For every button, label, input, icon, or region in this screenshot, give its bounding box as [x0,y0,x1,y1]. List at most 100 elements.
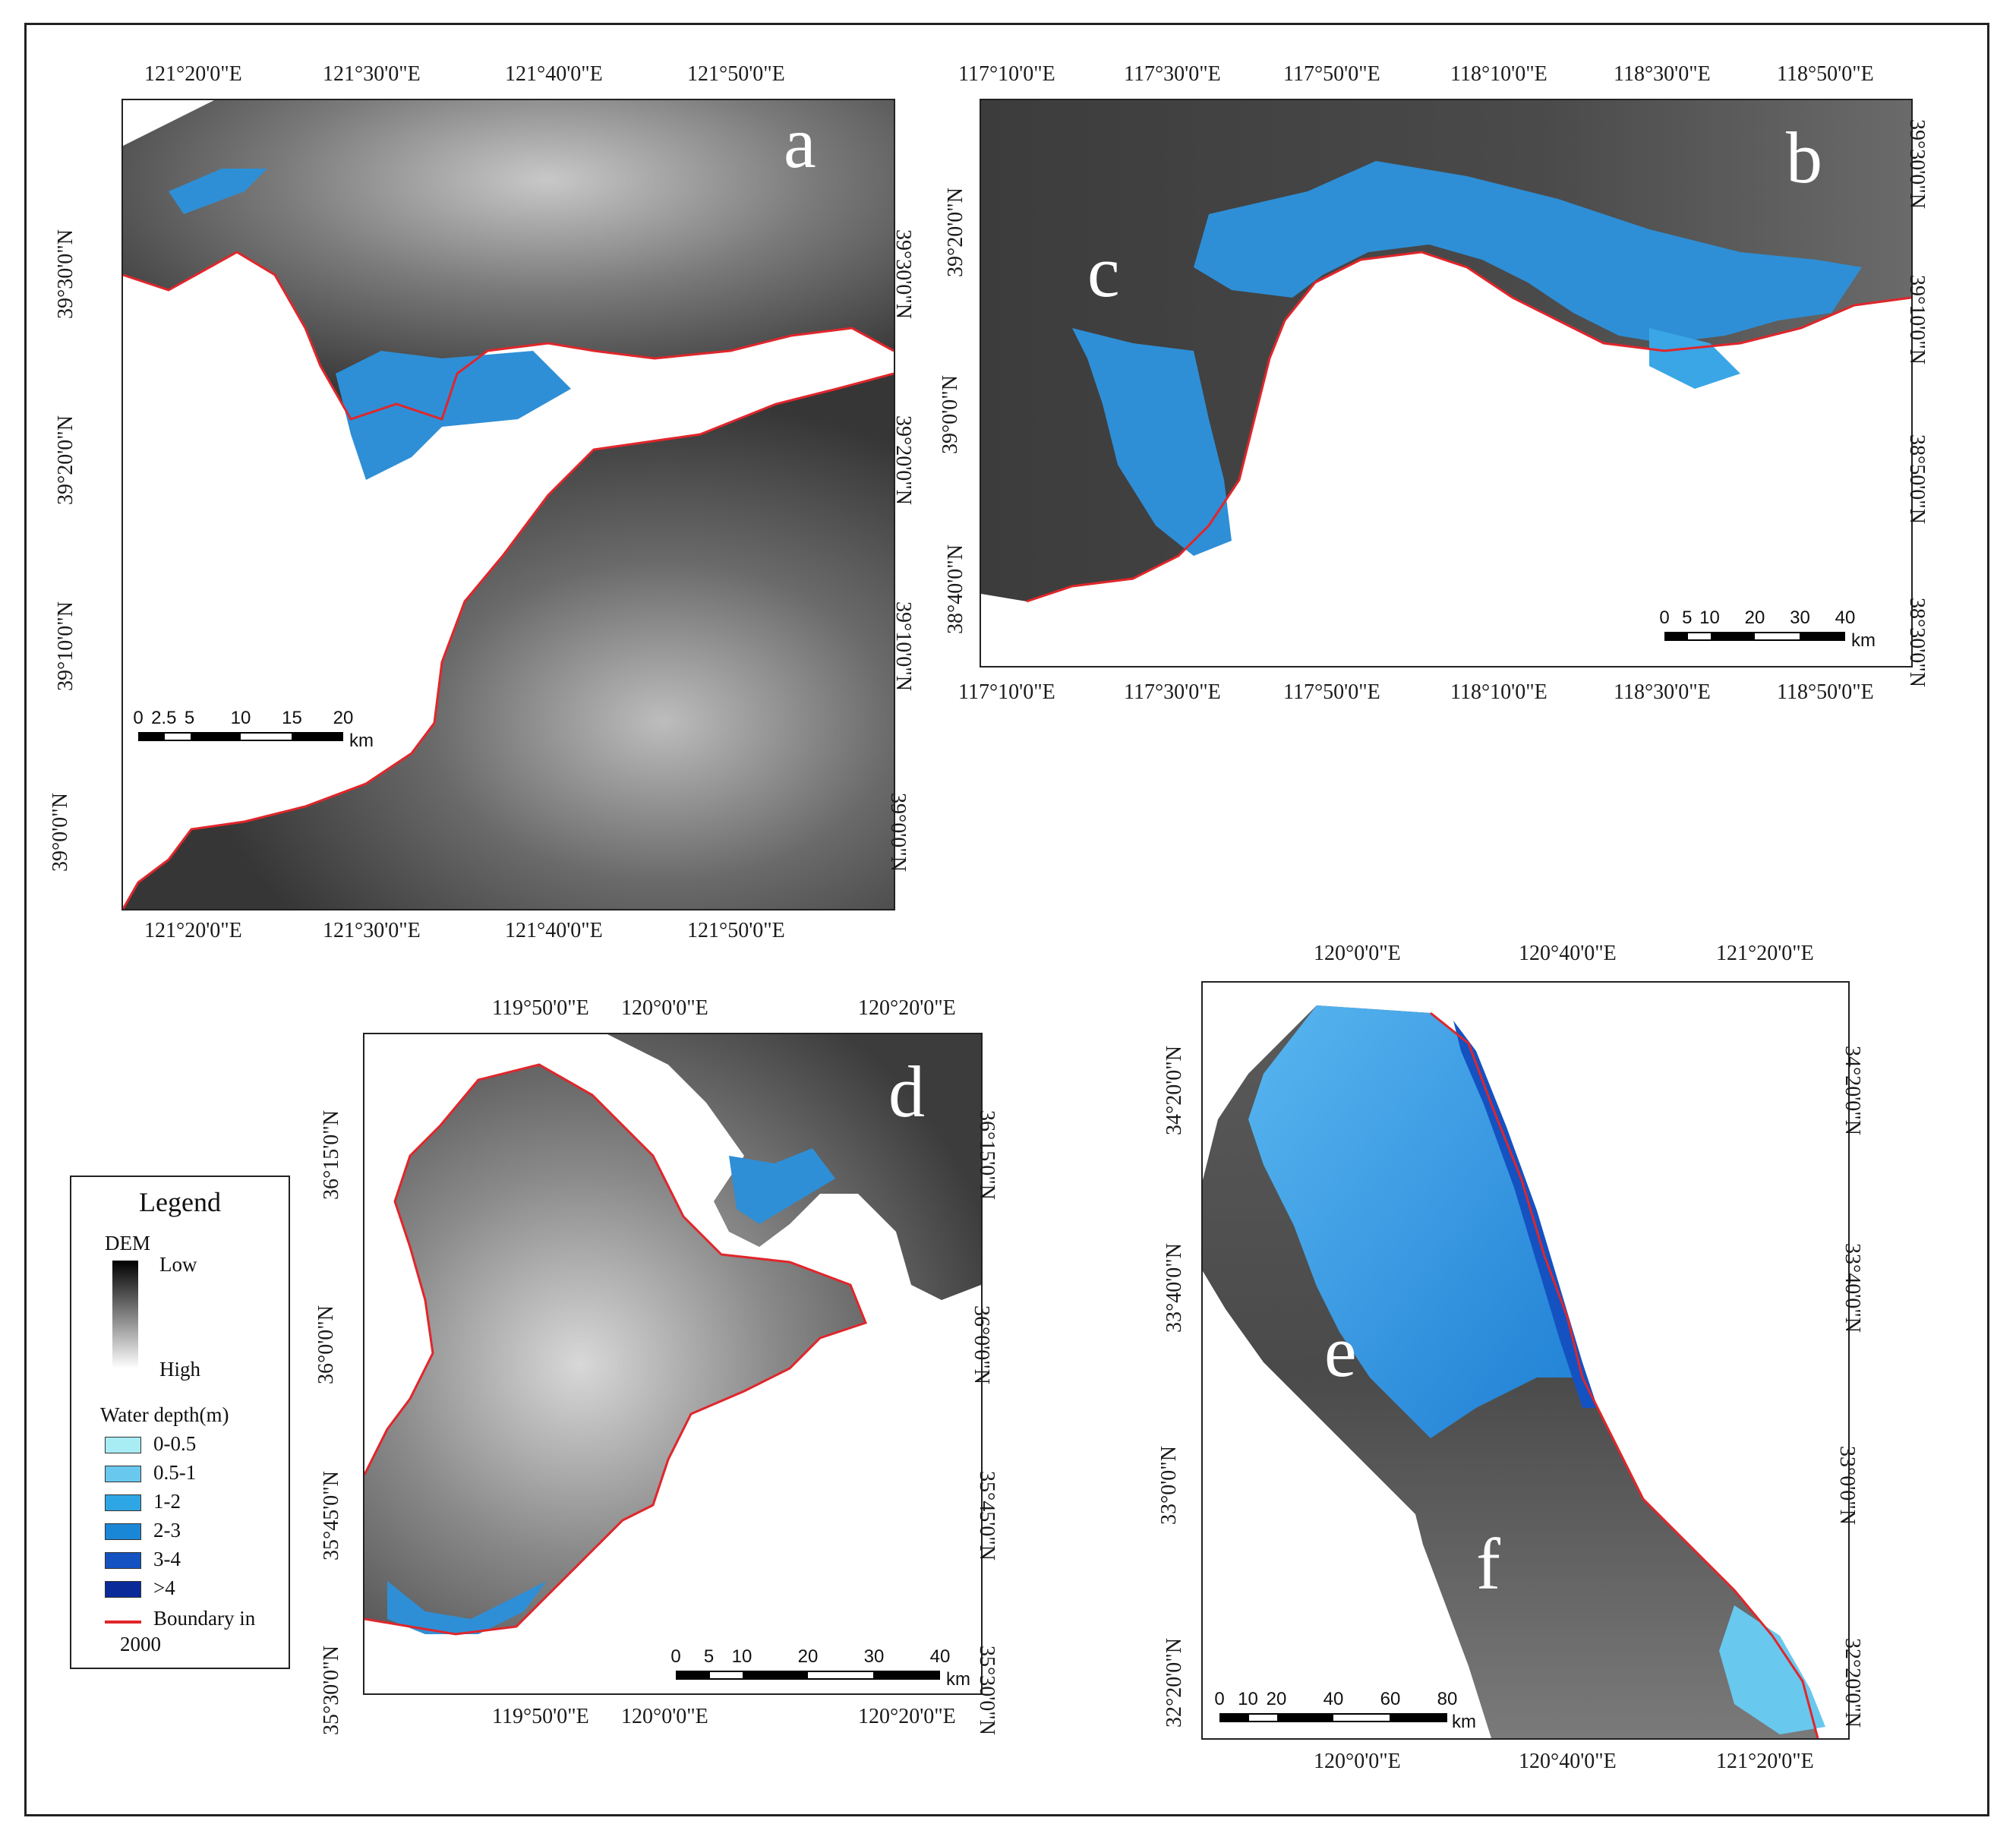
panel-d-right-tick: 35°45'0"N [974,1471,999,1561]
panel-e-left-tick: 34°20'0"N [1162,1046,1186,1135]
panel-e-top-tick: 120°0'0"E [1314,942,1401,965]
legend-dem-high: High [159,1358,200,1381]
panel-e-left-tick: 32°20'0"N [1162,1638,1186,1728]
panel-e-right-tick: 32°20'0"N [1840,1638,1864,1728]
panel-d-land [364,1034,981,1634]
panel-e-top-tick: 121°20'0"E [1716,942,1814,965]
panel-b-left-tick: 38°40'0"N [943,544,967,634]
legend-dem-ramp [112,1261,138,1368]
panel-e-right-tick: 34°20'0"N [1840,1046,1864,1135]
panel-b-bottom-tick: 118°50'0"E [1777,680,1874,704]
panel-b-scale-unit: km [1851,630,1876,651]
panel-b-top-tick: 117°50'0"E [1283,62,1380,86]
legend-class-label: 2-3 [153,1519,181,1542]
legend-class-label: >4 [153,1576,175,1599]
panel-a-boundary-south [123,372,894,909]
panel-a-right-tick: 39°20'0"N [891,415,915,505]
panel-b-scalebar: 0 5 10 20 30 40 km [1659,607,1876,651]
panel-d-bottom-tick: 120°20'0"E [858,1705,956,1728]
panel-e-scalebar: 0 10 20 40 60 80 km [1214,1689,1476,1732]
panel-a-boundary [123,251,894,421]
panel-d-scale-unit: km [946,1669,970,1690]
legend-boundary-label-1: Boundary in [153,1607,256,1630]
panel-e-flood [1248,1005,1582,1438]
panel-a-top-tick: 121°20'0"E [144,62,242,86]
panel-b-bottom-tick: 118°30'0"E [1614,680,1711,704]
legend-class-label: 1-2 [153,1490,181,1513]
legend-dem-low: Low [159,1253,197,1276]
panel-a-top-tick: 121°30'0"E [323,62,421,86]
panel-d-top-tick: 119°50'0"E [492,996,589,1020]
panel-b-flood-south [1072,328,1232,556]
panel-e-bottom-tick: 120°40'0"E [1519,1750,1617,1773]
panel-a-right-tick: 39°0'0"N [885,793,910,872]
panel-b-top-tick: 117°10'0"E [958,62,1055,86]
panel-d-scale-bar [676,1671,940,1680]
panel-a-scale-unit: km [349,731,374,751]
panel-d-right-tick: 36°0'0"N [969,1305,993,1384]
panel-a-scale-bar [138,732,343,741]
legend-class-label: 0-0.5 [153,1432,197,1455]
panel-a-north-land [123,100,894,419]
panel-d-letter: d [888,1051,925,1132]
panel-b-boundary [1283,251,1911,352]
panel-d-bay-flood [729,1148,835,1224]
panel-d-top-tick: 120°20'0"E [858,996,956,1020]
panel-a-bottom-tick: 121°50'0"E [687,919,785,942]
panel-a-left-tick: 39°0'0"N [48,793,72,872]
panel-e-bottom-tick: 121°20'0"E [1716,1750,1814,1773]
panel-d-bottom-tick: 119°50'0"E [492,1705,589,1728]
panel-d-left-tick: 36°15'0"N [319,1110,343,1200]
legend-swatch [105,1552,141,1569]
panel-e-right-tick: 33°0'0"N [1835,1446,1859,1525]
panel-a-bottom-tick: 121°30'0"E [323,919,421,942]
panel-e-left-tick: 33°0'0"N [1156,1446,1181,1525]
panel-e-top-tick: 120°40'0"E [1519,942,1617,965]
legend-dem-label: DEM [105,1232,150,1254]
panel-b-right-tick: 38°30'0"N [1904,598,1929,687]
panel-a-bottom-tick: 121°40'0"E [505,919,603,942]
panel-e-scale-bar [1219,1713,1447,1722]
panel-b-boundary-south [1026,320,1286,603]
legend-boundary-label-2: 2000 [120,1633,161,1655]
panel-d-south-flood [387,1581,547,1634]
panel-b-scale-labels: 0 5 10 20 30 40 [1659,607,1856,628]
panel-d-map: d 0 5 10 20 30 40 km [363,1033,983,1695]
panel-e-scale-unit: km [1452,1712,1476,1732]
panel-a-map: a 0 2.5 5 10 15 20 km [121,99,895,910]
panel-b-bottom-tick: 117°10'0"E [958,680,1055,704]
panel-d-boundary [364,1063,867,1636]
legend-swatch [105,1466,141,1482]
panel-d-top-tick: 120°0'0"E [621,996,708,1020]
legend-swatch [105,1437,141,1453]
panel-b-left-tick: 39°20'0"N [943,188,967,277]
panel-b-top-tick: 118°50'0"E [1777,62,1874,86]
panel-b-flood-east [1649,328,1740,389]
panel-a-flood-north [336,351,571,480]
panel-d-left-tick: 35°45'0"N [319,1471,343,1561]
panel-e-scale-labels: 0 10 20 40 60 80 [1214,1689,1458,1709]
legend-class-label: 0.5-1 [153,1461,197,1484]
panel-a-scalebar: 0 2.5 5 10 15 20 km [133,708,374,751]
panel-e-map: e f 0 10 20 40 60 80 km [1201,981,1850,1740]
panel-b-top-tick: 118°10'0"E [1450,62,1547,86]
panel-e-coast-deep [1453,1021,1598,1408]
panel-e-left-tick: 33°40'0"N [1162,1243,1186,1333]
panel-a-scale-labels: 0 2.5 5 10 15 20 [133,708,354,728]
panel-d-scale-labels: 0 5 10 20 30 40 [670,1646,951,1667]
panel-d-right-tick: 35°30'0"N [974,1646,999,1735]
legend-swatch [105,1494,141,1511]
panel-a-letter: a [784,102,816,183]
figure-frame [24,23,1989,1816]
panel-b-bottom-tick: 117°30'0"E [1124,680,1221,704]
panel-b-bottom-tick: 118°10'0"E [1450,680,1547,704]
panel-a-top-tick: 121°40'0"E [505,62,603,86]
panel-b-top-tick: 117°30'0"E [1124,62,1221,86]
panel-d-right-tick: 36°15'0"N [974,1110,999,1200]
panel-a-left-tick: 39°10'0"N [53,601,77,691]
legend-swatch [105,1523,141,1540]
legend-class-label: 3-4 [153,1548,181,1570]
panel-b-scale-bar [1664,632,1845,641]
panel-d-left-tick: 35°30'0"N [319,1646,343,1735]
panel-e-boundary [1430,1011,1819,1738]
